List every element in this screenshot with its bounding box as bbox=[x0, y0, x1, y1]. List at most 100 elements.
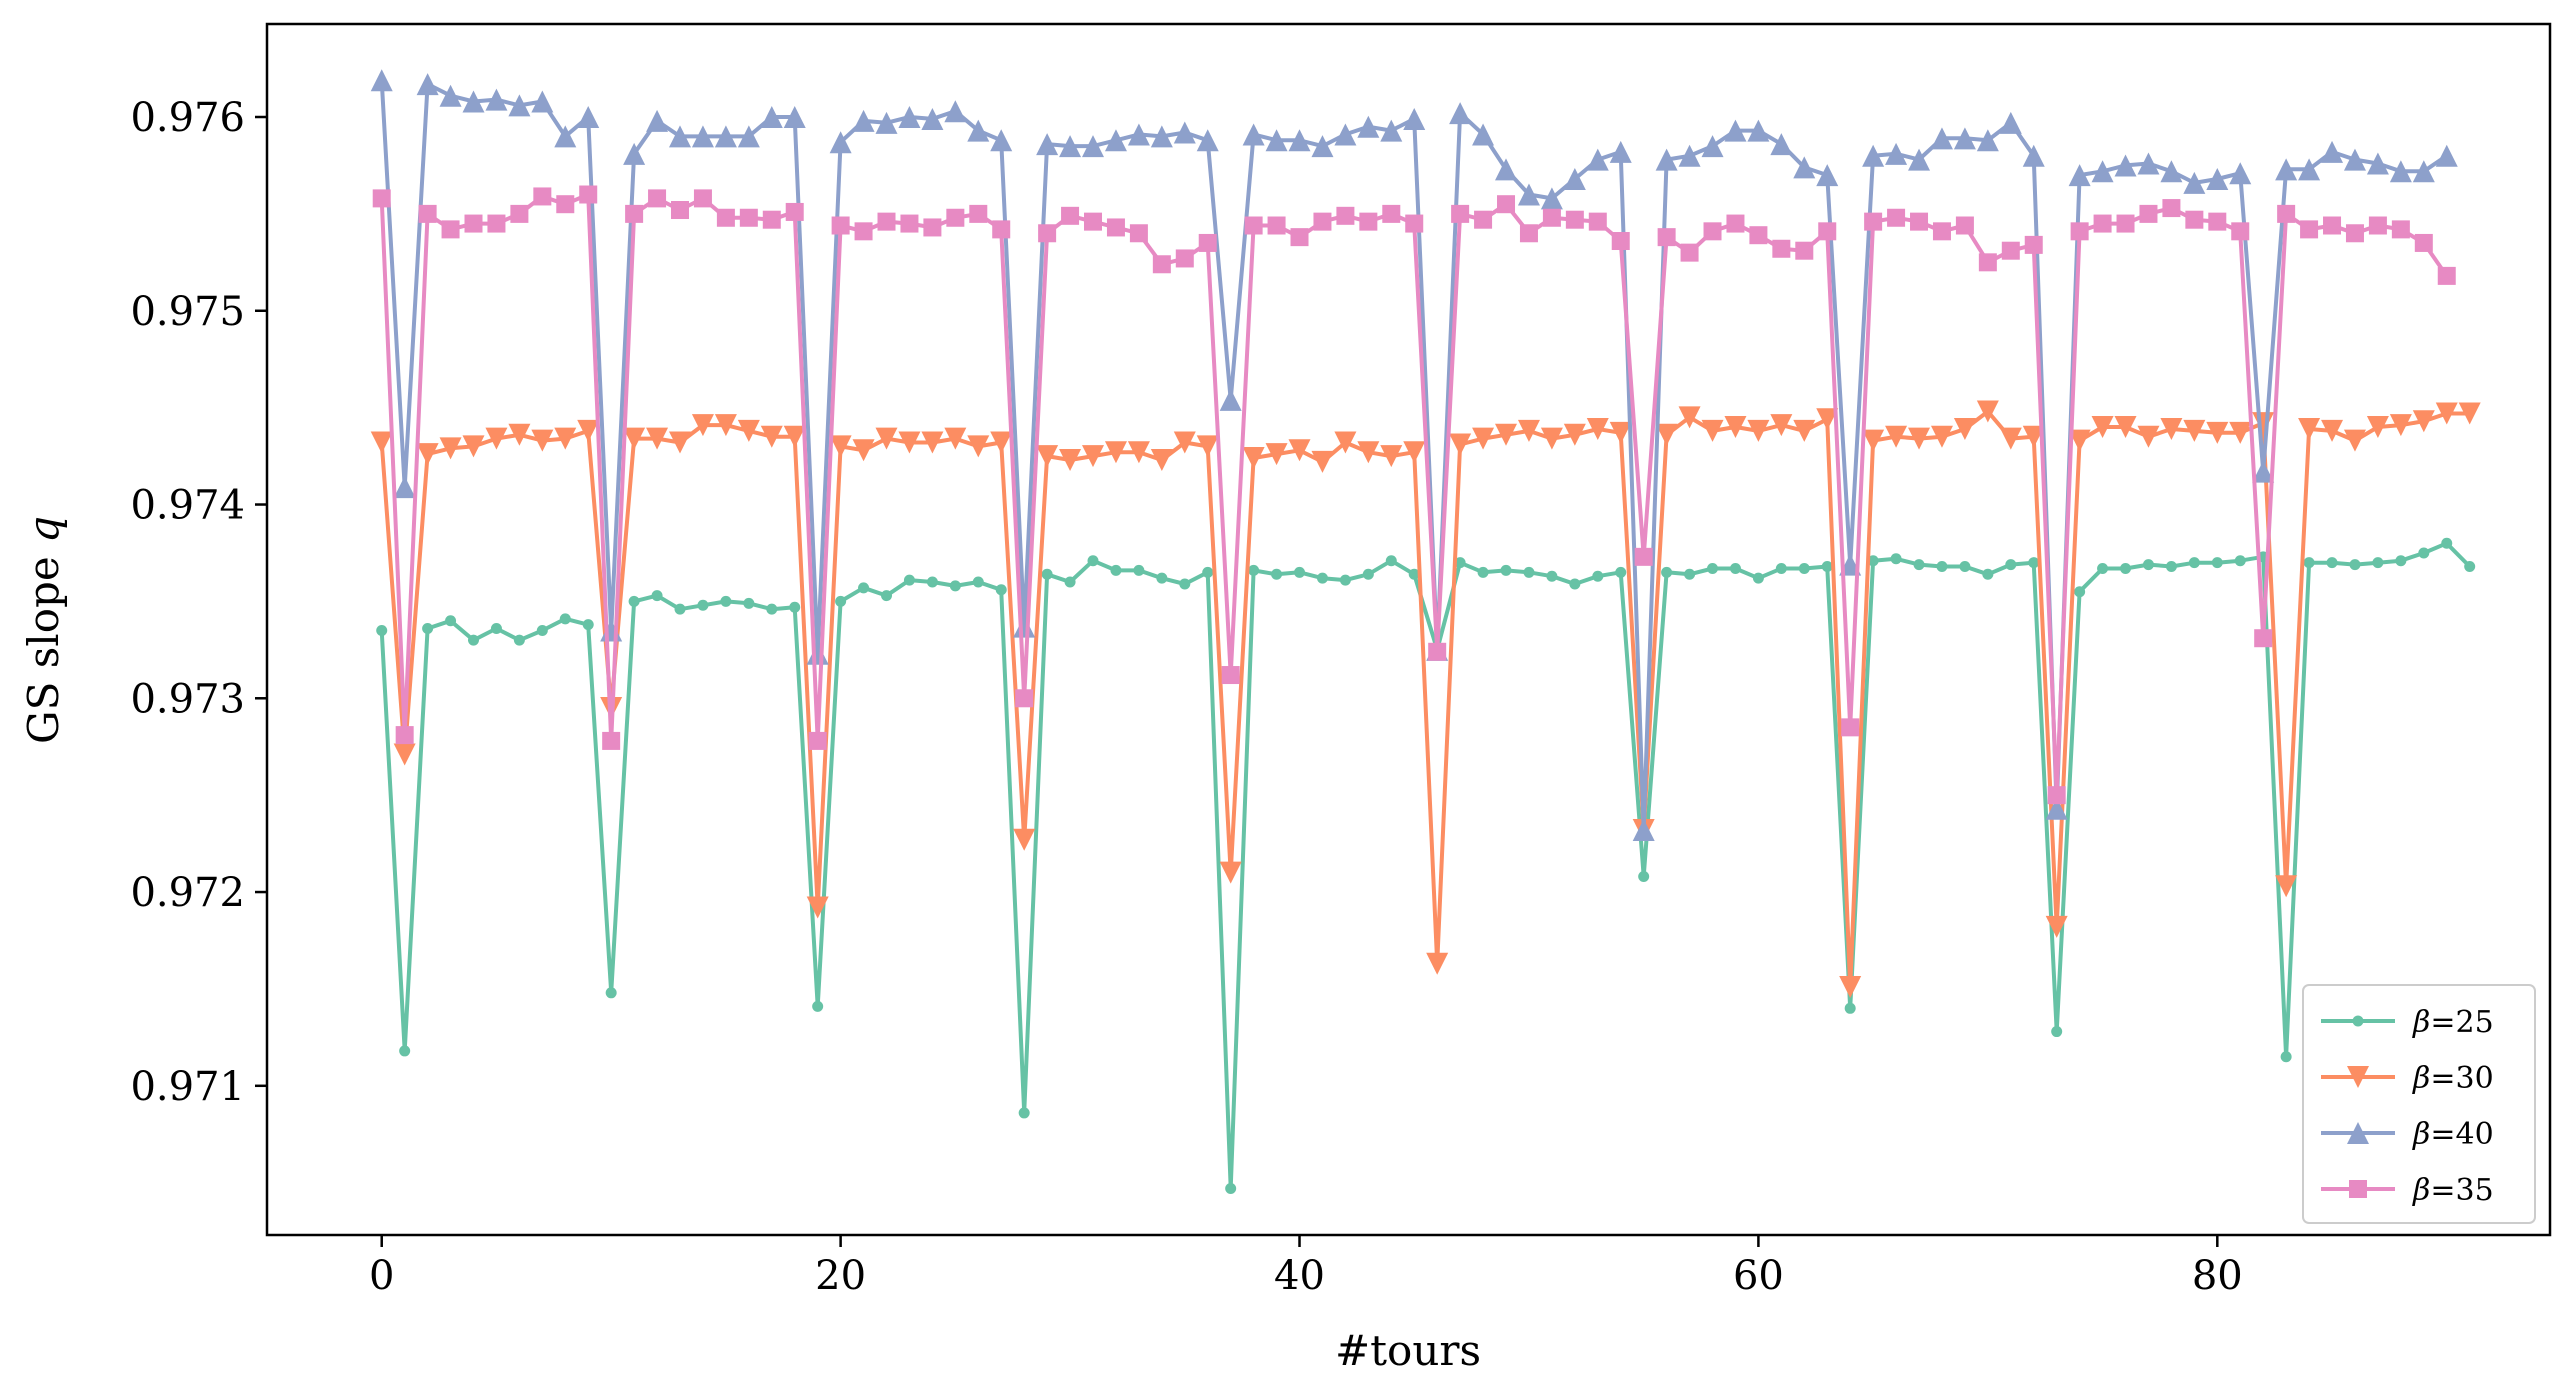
data-point bbox=[1609, 140, 1632, 163]
data-point bbox=[2368, 216, 2387, 235]
data-point bbox=[2162, 199, 2181, 218]
legend-box bbox=[2302, 984, 2536, 1224]
data-point bbox=[2389, 160, 2412, 183]
data-point bbox=[1821, 561, 1833, 573]
data-point bbox=[554, 125, 577, 148]
legend-label: β=40 bbox=[2412, 1117, 2494, 1152]
data-point bbox=[2412, 160, 2435, 183]
data-point bbox=[1953, 417, 1976, 440]
data-point bbox=[1242, 123, 1265, 146]
data-point bbox=[1196, 435, 1219, 458]
data-point bbox=[1173, 431, 1196, 454]
data-point bbox=[2142, 559, 2154, 571]
data-point bbox=[900, 214, 919, 233]
data-point bbox=[785, 202, 804, 221]
data-point bbox=[852, 439, 875, 462]
data-point bbox=[875, 111, 898, 134]
data-point bbox=[468, 634, 480, 646]
data-point bbox=[1609, 421, 1632, 444]
data-point bbox=[1334, 431, 1357, 454]
data-point bbox=[1313, 212, 1332, 231]
y-tick-label: 0.976 bbox=[130, 95, 245, 141]
data-point bbox=[1747, 119, 1770, 142]
data-point bbox=[716, 208, 735, 227]
data-point bbox=[1726, 214, 1745, 233]
data-point bbox=[1565, 210, 1584, 229]
data-point bbox=[1408, 568, 1420, 580]
data-point bbox=[1569, 578, 1581, 590]
data-point bbox=[972, 576, 984, 588]
data-point bbox=[1749, 226, 1768, 245]
data-point bbox=[1294, 566, 1306, 578]
legend-item: β=40 bbox=[2321, 1117, 2494, 1152]
data-point bbox=[1018, 1107, 1030, 1119]
data-point bbox=[2345, 224, 2364, 243]
data-point bbox=[1265, 443, 1288, 466]
x-tick-label: 20 bbox=[815, 1253, 866, 1299]
data-point bbox=[2395, 555, 2407, 567]
legend-label-value: =30 bbox=[2430, 1061, 2493, 1096]
legend-label-symbol: β bbox=[2412, 1061, 2430, 1096]
data-point bbox=[2183, 419, 2206, 442]
data-point bbox=[693, 189, 712, 208]
data-point bbox=[1724, 416, 1747, 439]
data-point bbox=[2437, 266, 2456, 285]
data-point bbox=[1059, 135, 1082, 158]
data-point bbox=[1405, 214, 1424, 233]
data-point bbox=[789, 601, 801, 613]
data-point bbox=[783, 425, 806, 448]
data-point bbox=[2234, 555, 2246, 567]
data-point bbox=[1150, 448, 1173, 471]
data-point bbox=[1999, 111, 2022, 134]
data-point bbox=[1357, 115, 1380, 138]
data-point bbox=[992, 220, 1011, 239]
data-point bbox=[2045, 797, 2068, 820]
data-point bbox=[376, 624, 388, 636]
data-point bbox=[674, 603, 686, 615]
data-point bbox=[1517, 419, 1540, 442]
data-point bbox=[1357, 441, 1380, 464]
data-point bbox=[1500, 564, 1512, 576]
data-point bbox=[1267, 216, 1286, 235]
data-point bbox=[1930, 127, 1953, 150]
data-point bbox=[2372, 557, 2384, 569]
data-point bbox=[1362, 568, 1374, 580]
data-point bbox=[2137, 152, 2160, 175]
data-point bbox=[393, 743, 416, 766]
data-point bbox=[1908, 427, 1931, 450]
data-point bbox=[1316, 572, 1328, 584]
data-point bbox=[2321, 419, 2344, 442]
data-point bbox=[1036, 133, 1059, 156]
data-point bbox=[2188, 557, 2200, 569]
data-point bbox=[445, 615, 457, 627]
data-point bbox=[2120, 562, 2132, 574]
data-point bbox=[1061, 206, 1080, 225]
data-point bbox=[2231, 222, 2250, 241]
data-point bbox=[1752, 572, 1764, 584]
data-point bbox=[2252, 412, 2275, 435]
data-point bbox=[831, 216, 850, 235]
data-point bbox=[1127, 123, 1150, 146]
data-point bbox=[923, 218, 942, 237]
data-point bbox=[1770, 414, 1793, 437]
legend-label: β=30 bbox=[2412, 1061, 2494, 1096]
data-point bbox=[2412, 410, 2435, 433]
data-point bbox=[582, 619, 594, 631]
data-point bbox=[2435, 402, 2458, 425]
data-point bbox=[533, 187, 552, 206]
data-point bbox=[852, 109, 875, 132]
data-point bbox=[1588, 212, 1607, 231]
data-point bbox=[1106, 218, 1125, 237]
data-point bbox=[2414, 233, 2433, 252]
data-point bbox=[2464, 561, 2476, 573]
data-point bbox=[2206, 421, 2229, 444]
data-point bbox=[691, 125, 714, 148]
data-point bbox=[395, 726, 414, 745]
data-point bbox=[2366, 416, 2389, 439]
data-point bbox=[1082, 135, 1105, 158]
data-point bbox=[1472, 123, 1495, 146]
data-point bbox=[995, 584, 1007, 596]
data-point bbox=[1129, 224, 1148, 243]
x-axis: 0 20 40 60 80 bbox=[369, 1235, 2243, 1299]
data-point bbox=[669, 125, 692, 148]
